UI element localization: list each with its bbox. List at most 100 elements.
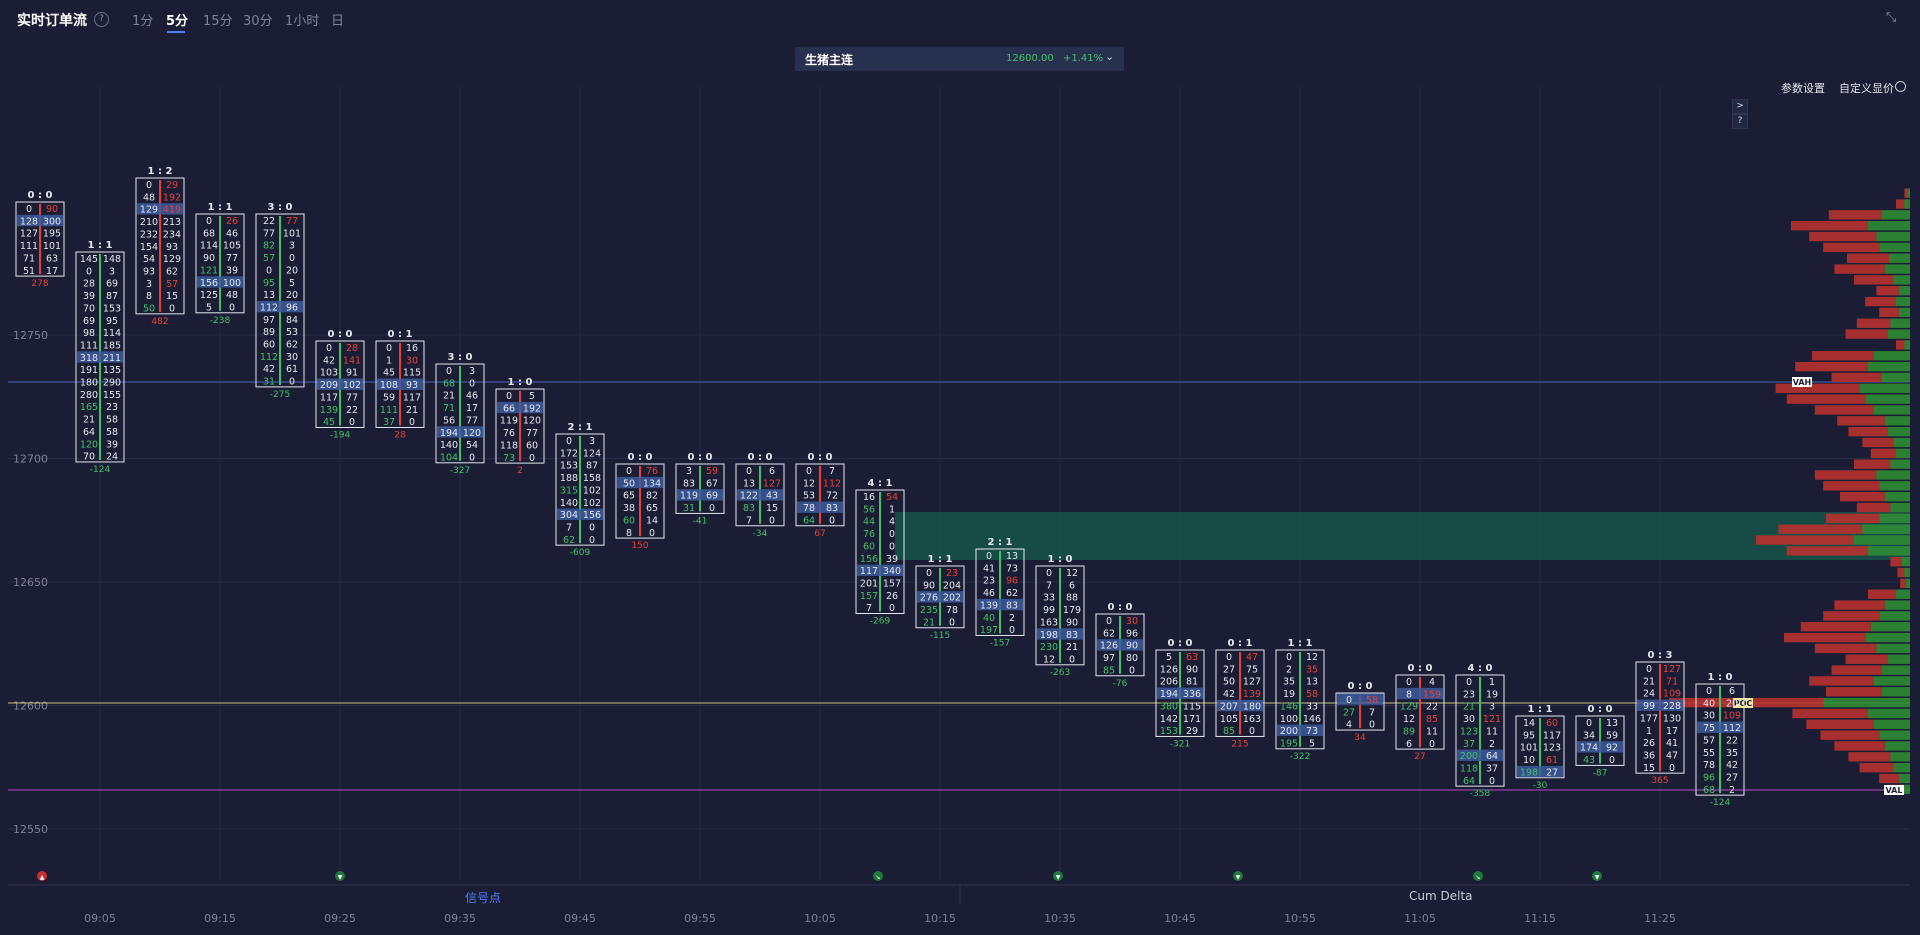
footprint-box[interactable] [1035, 565, 1085, 666]
timeframe-5m[interactable]: 5分 [166, 14, 189, 29]
tab-cum-delta[interactable]: Cum Delta [1409, 889, 1473, 903]
footprint-box[interactable] [1215, 649, 1265, 737]
ask-volume-cell: 35 [1306, 664, 1318, 675]
ask-volume-cell: 153 [103, 303, 121, 314]
bid-volume-cell: 65 [623, 491, 635, 502]
footprint-box[interactable] [1575, 715, 1625, 766]
footprint-box[interactable] [1455, 674, 1505, 787]
timeframe-day[interactable]: 日 [331, 14, 345, 29]
bid-volume-cell: 97 [263, 315, 275, 326]
ask-volume-cell: 17 [1666, 726, 1678, 737]
bid-volume-cell: 21 [83, 415, 95, 426]
expand-panel-button[interactable]: > [1732, 99, 1748, 114]
signal-marker[interactable] [873, 871, 883, 881]
x-tick-label: 11:05 [1404, 912, 1436, 925]
profile-bid-bar [1898, 286, 1910, 296]
footprint-box[interactable] [1695, 683, 1745, 796]
contract-selector[interactable]: 生猪主连 12600.00 +1.41% ⌄ [795, 47, 1124, 71]
shrink-icon[interactable]: ⤡ [1886, 10, 1897, 25]
timeframe-15m[interactable]: 15分 [203, 14, 233, 29]
footprint-box[interactable] [855, 489, 905, 614]
footprint-box[interactable] [75, 251, 125, 463]
app-title: 实时订单流 [17, 13, 87, 29]
bid-volume-cell: 13 [263, 290, 275, 301]
bar-delta: -34 [753, 529, 768, 539]
ask-volume-cell: 2 [1729, 785, 1735, 796]
ask-volume-cell: 58 [106, 415, 118, 426]
footprint-box[interactable] [735, 463, 785, 527]
footprint-box[interactable] [1275, 649, 1325, 750]
footprint-box[interactable] [615, 463, 665, 539]
params-settings-button[interactable]: 参数设置 [1781, 82, 1825, 95]
ask-volume-cell: 7 [1369, 707, 1375, 718]
footprint-box[interactable] [495, 388, 545, 464]
footprint-box[interactable] [435, 363, 485, 464]
signal-marker[interactable] [1473, 871, 1483, 881]
footprint-box[interactable] [255, 213, 305, 388]
signal-marker[interactable] [37, 871, 47, 881]
profile-bid-bar [1876, 470, 1910, 480]
footprint-box[interactable] [675, 463, 725, 514]
question-circle-icon[interactable]: ? [94, 12, 109, 27]
profile-ask-bar [1812, 351, 1874, 361]
footprint-box[interactable] [15, 201, 65, 277]
signal-marker[interactable] [335, 871, 345, 881]
bid-volume-cell: 56 [863, 504, 875, 515]
ask-volume-cell: 39 [226, 265, 238, 276]
footprint-box[interactable] [975, 548, 1025, 636]
ask-volume-cell: 77 [526, 428, 538, 439]
footprint-box[interactable] [1635, 661, 1685, 774]
vah-marker [1792, 377, 1812, 387]
bar-delta: 34 [1354, 733, 1366, 743]
signal-marker[interactable] [1233, 871, 1243, 881]
ask-volume-cell: 102 [343, 380, 361, 391]
profile-ask-bar [1876, 286, 1899, 296]
signal-marker[interactable] [1592, 871, 1602, 881]
footprint-box[interactable] [1155, 649, 1205, 737]
footprint-box[interactable] [795, 463, 845, 527]
timeframe-1m[interactable]: 1分 [132, 14, 154, 29]
bid-volume-cell: 26 [1643, 738, 1655, 749]
bid-volume-cell: 37 [1463, 739, 1475, 750]
bid-volume-cell: 40 [983, 613, 995, 624]
ask-volume-cell: 0 [649, 528, 655, 539]
help-button[interactable]: ? [1732, 114, 1748, 129]
footprint-box[interactable] [1515, 715, 1565, 779]
max-volume-row [557, 508, 603, 520]
footprint-box[interactable] [555, 433, 605, 546]
max-volume-row [1517, 765, 1563, 778]
timeframe-1h[interactable]: 1小时 [285, 14, 320, 29]
bid-volume-cell: 120 [80, 439, 98, 450]
footprint-box[interactable] [135, 177, 185, 315]
ask-volume-cell: 96 [1006, 576, 1018, 587]
timeframe-30m[interactable]: 30分 [243, 14, 273, 29]
signal-marker[interactable] [1053, 871, 1063, 881]
footprint-box[interactable] [915, 565, 965, 629]
tab-signal-points[interactable]: 信号点 [465, 891, 502, 905]
imbalance-ratio: 1 : 0 [1048, 554, 1073, 565]
footprint-box[interactable] [195, 213, 245, 314]
footprint-box[interactable] [1395, 674, 1445, 750]
max-volume-row [1337, 693, 1383, 705]
ask-volume-cell: 159 [1423, 689, 1441, 700]
max-volume-row [137, 203, 183, 215]
profile-ask-bar [1800, 622, 1871, 632]
ask-volume-cell: 0 [1429, 739, 1435, 750]
custom-price-button[interactable]: 自定义显价 [1839, 82, 1894, 95]
bid-volume-cell: 28 [83, 279, 95, 290]
footprint-box[interactable] [1335, 692, 1385, 731]
profile-ask-bar [1823, 481, 1880, 491]
chevron-down-icon[interactable]: ⌄ [1105, 50, 1115, 63]
ask-volume-cell: 16 [406, 343, 418, 354]
bid-volume-cell: 46 [983, 588, 995, 599]
imbalance-ratio: 1 : 1 [1528, 704, 1553, 715]
max-volume-row [617, 476, 663, 489]
footprint-box[interactable] [315, 340, 365, 428]
profile-ask-bar [1809, 676, 1874, 686]
bid-volume-cell: 22 [263, 216, 275, 227]
footprint-box[interactable] [375, 340, 425, 428]
clock-icon[interactable] [1895, 81, 1906, 92]
footprint-box[interactable] [1095, 613, 1145, 677]
ask-volume-cell: 29 [166, 180, 178, 191]
